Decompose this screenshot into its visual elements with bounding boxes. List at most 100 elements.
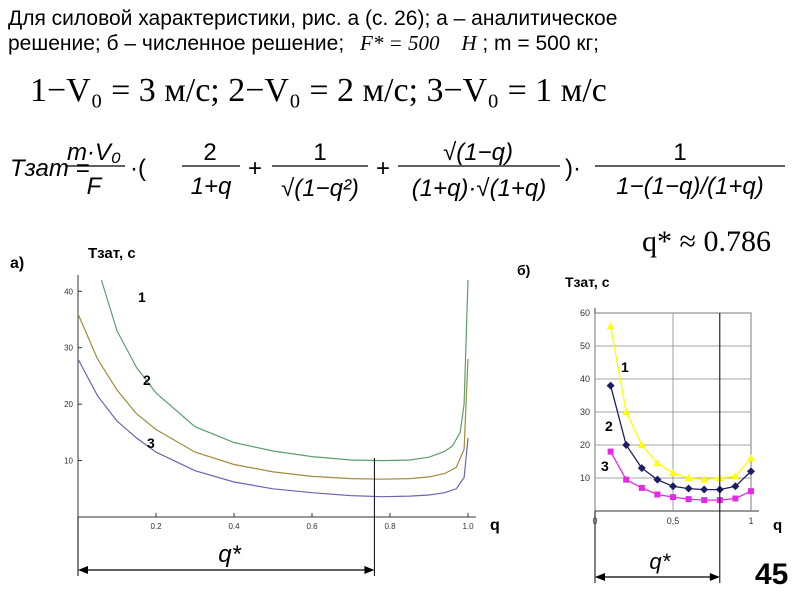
chart-a-optimum-label: q*	[218, 541, 241, 568]
data-point	[685, 496, 692, 503]
data-point	[653, 475, 662, 484]
x-tick-label: 0,5	[667, 516, 680, 526]
series-label: 1	[621, 359, 629, 375]
plot-frame	[78, 280, 468, 517]
data-point	[606, 322, 615, 330]
formula-term1-den: 1+q	[191, 173, 232, 200]
data-point	[606, 381, 615, 390]
y-tick-label: 10	[64, 457, 73, 466]
chart-a-xlabel: q	[490, 517, 500, 534]
chart-numeric: б) Tзат, с q 10203040506000,51 123 q*	[517, 262, 782, 583]
series-line-3	[77, 358, 469, 498]
chart-a-panel-label: а)	[10, 255, 24, 272]
data-point	[670, 494, 676, 501]
data-point	[700, 475, 709, 483]
data-point	[654, 491, 661, 498]
data-point	[700, 485, 709, 494]
data-point	[732, 495, 739, 502]
header-line-2-suffix: ; m = 500 кг;	[482, 32, 600, 56]
x-tick-label: 1.0	[462, 522, 474, 531]
arrow-head-right	[364, 566, 375, 574]
series-line-1	[609, 326, 752, 481]
y-tick-label: 20	[580, 440, 590, 450]
chart-b-ylabel: Tзат, с	[565, 274, 610, 290]
data-point	[669, 482, 677, 491]
series-label: 2	[143, 372, 151, 388]
header-text: Для силовой характеристики, рис. а (с. 2…	[8, 6, 617, 56]
y-tick-label: 10	[580, 473, 590, 483]
q-star-value: q* ≈ 0.786	[642, 225, 771, 258]
data-point	[622, 441, 631, 449]
formula-coef-den: F	[87, 173, 103, 200]
data-point	[653, 459, 662, 467]
chart-b-optimum-label: q*	[649, 549, 671, 574]
formula-lhs: Tзат =	[10, 155, 90, 182]
data-point	[748, 488, 754, 495]
chart-b-ticks: 10203040506000,51	[580, 308, 754, 526]
x-tick-label: 0.2	[150, 522, 162, 531]
data-point	[701, 497, 708, 504]
series-line-2	[609, 385, 752, 491]
x-tick-label: 0.4	[228, 522, 240, 531]
x-tick-label: 0.8	[384, 522, 396, 531]
y-tick-label: 60	[580, 308, 590, 318]
chart-b-series-labels: 1 2 3	[601, 359, 629, 474]
data-point	[637, 441, 646, 448]
chart-analytic: а) Tзат, с q 10 20 30 40 0.2 0.4 0.6 0.8 1.0 1 2 3…	[10, 245, 500, 576]
header-line-2-prefix: решение; б – численное решение;	[8, 32, 345, 56]
data-point	[731, 482, 740, 491]
x-tick-label: 1	[748, 516, 753, 526]
formula-term3-den: (1+q)·√(1+q)	[412, 175, 547, 202]
formula-close: )·	[565, 155, 581, 182]
series-line-3	[610, 451, 752, 501]
chart-b-optimum-marker	[594, 313, 721, 583]
chart-a-ticks: 10 20 30 40 0.2 0.4 0.6 0.8 1.0	[64, 287, 474, 531]
time-formula: Tзат = m·V₀ F ·( 2 1+q + 1 √(1−q²) + √(1…	[10, 139, 785, 202]
data-point	[607, 448, 614, 455]
series-label: 1	[138, 289, 146, 305]
data-point	[622, 408, 631, 415]
header-line-2: решение; б – численное решение; F* = 500…	[8, 31, 617, 56]
slide-number: 45	[755, 558, 789, 591]
data-point	[747, 454, 755, 462]
chart-a-ylabel: Tзат, с	[88, 245, 136, 262]
data-point	[638, 484, 645, 491]
data-point	[684, 484, 693, 493]
velocity-formula: 1−V₀ = 3 м/с; 2−V₀ = 2 м/с; 3−V₀ = 1 м/с	[30, 72, 607, 109]
header-line-1: Для силовой характеристики, рис. а (с. 2…	[8, 7, 618, 30]
series-line-1	[100, 279, 469, 462]
arrow-head-left	[595, 573, 605, 581]
series-label: 3	[601, 458, 609, 474]
arrow-head-right	[709, 573, 720, 581]
data-point	[731, 472, 740, 480]
data-point	[623, 476, 630, 483]
svg-text:+: +	[248, 155, 262, 182]
y-tick-label: 30	[64, 344, 73, 353]
y-tick-label: 20	[64, 400, 73, 409]
formula-term2-den: √(1−q²)	[281, 175, 359, 202]
data-point	[684, 474, 693, 481]
y-tick-label: 40	[64, 287, 73, 296]
chart-b-series	[606, 322, 755, 504]
chart-a-optimum-marker	[77, 458, 375, 576]
svg-text:+: +	[376, 155, 390, 182]
series-label: 2	[605, 418, 613, 434]
formula-term3-num: √(1−q)	[443, 139, 513, 166]
formula-term1-num: 2	[203, 139, 216, 166]
formula-last-den: 1−(1−q)/(1+q)	[616, 173, 763, 200]
y-tick-label: 40	[580, 374, 590, 384]
x-tick-label: 0.6	[306, 522, 318, 531]
series-line-2	[77, 313, 469, 480]
y-tick-label: 30	[580, 407, 590, 417]
series-label: 3	[147, 435, 155, 451]
chart-b-grid	[594, 308, 759, 512]
chart-a-series	[77, 279, 469, 498]
chart-a-grid	[77, 275, 476, 518]
formula-coef-num: m·V₀	[67, 139, 121, 166]
chart-b-panel-label: б)	[517, 262, 530, 278]
y-tick-label: 50	[580, 341, 590, 351]
formula-dot: ·(	[130, 155, 146, 182]
arrow-head-left	[78, 566, 88, 574]
data-point	[669, 469, 677, 477]
force-unit: Н	[461, 31, 477, 56]
